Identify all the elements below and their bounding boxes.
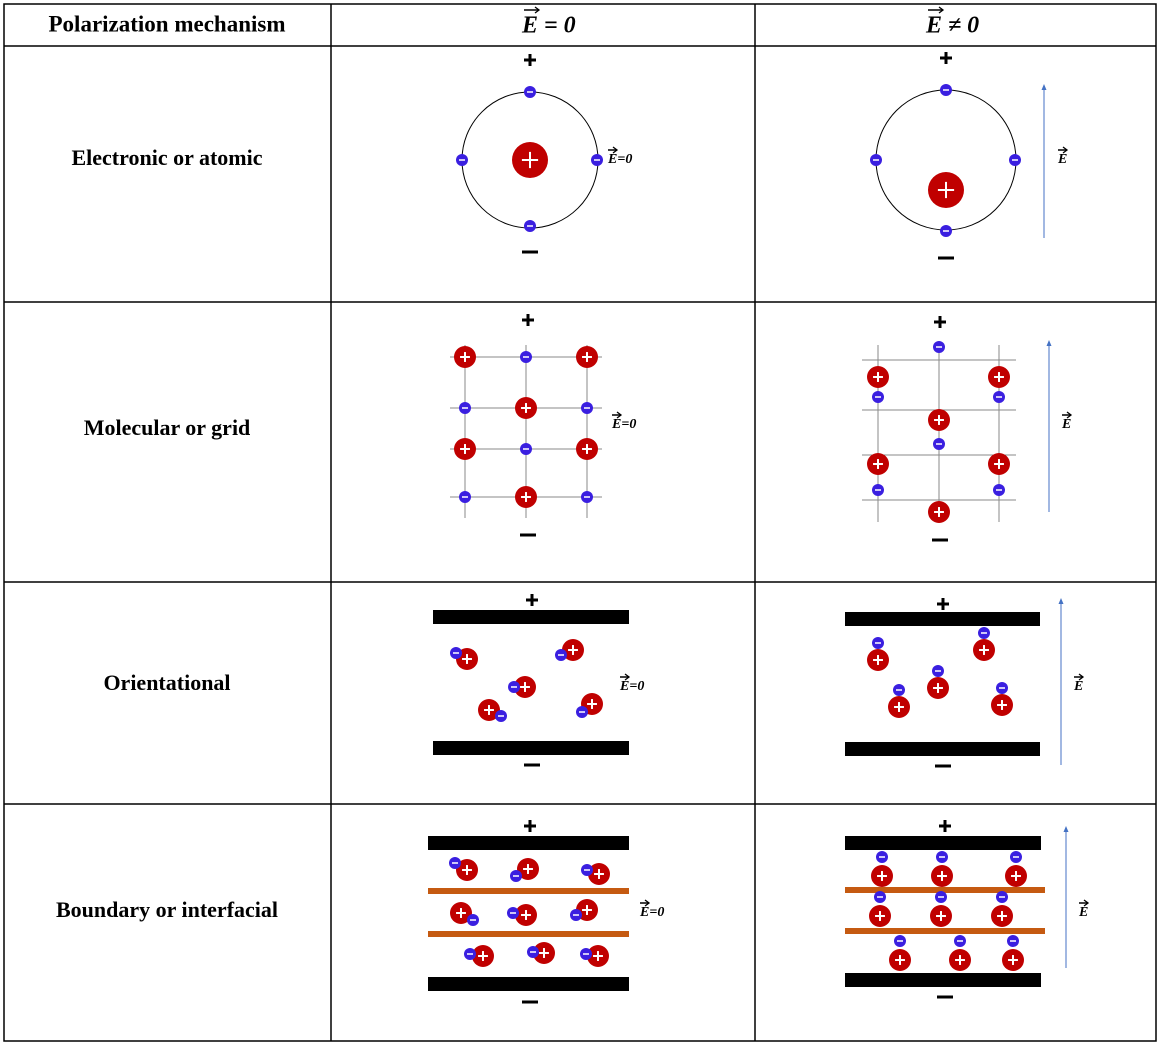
field-arrow-head [1042,84,1047,90]
electrode-plate [845,742,1040,756]
interface-layer [428,931,629,937]
field-label: E [1061,417,1071,432]
page: Polarization mechanism E = 0 E ≠ 0 Elect… [0,0,1160,1045]
electrode-plate [428,977,629,991]
electrode-plate [845,836,1041,850]
header-cell: E = 0 [521,13,576,39]
field-label: E [1073,679,1083,694]
field-arrow-head [1059,598,1064,604]
orbit [876,90,1016,230]
row-label: Electronic or atomic [71,145,262,170]
electrode-plate [845,973,1041,987]
header-cell: Polarization mechanism [49,11,286,36]
field-label: E=0 [619,679,644,694]
electrode-plate [845,612,1040,626]
field-label: E [1078,905,1088,920]
interface-layer [845,887,1045,893]
field-arrow-head [1047,340,1052,346]
electrode-plate [433,741,629,755]
header-cell: E ≠ 0 [925,13,979,39]
row-label: Boundary or interfacial [56,897,278,922]
electrode-plate [428,836,629,850]
interface-layer [428,888,629,894]
row-label: Molecular or grid [84,415,251,440]
field-label: E=0 [611,417,636,432]
field-label: E=0 [607,152,632,167]
field-label: E=0 [639,905,664,920]
field-arrow-head [1064,826,1069,832]
field-label: E [1057,152,1067,167]
interface-layer [845,928,1045,934]
row-label: Orientational [103,670,230,695]
electrode-plate [433,610,629,624]
